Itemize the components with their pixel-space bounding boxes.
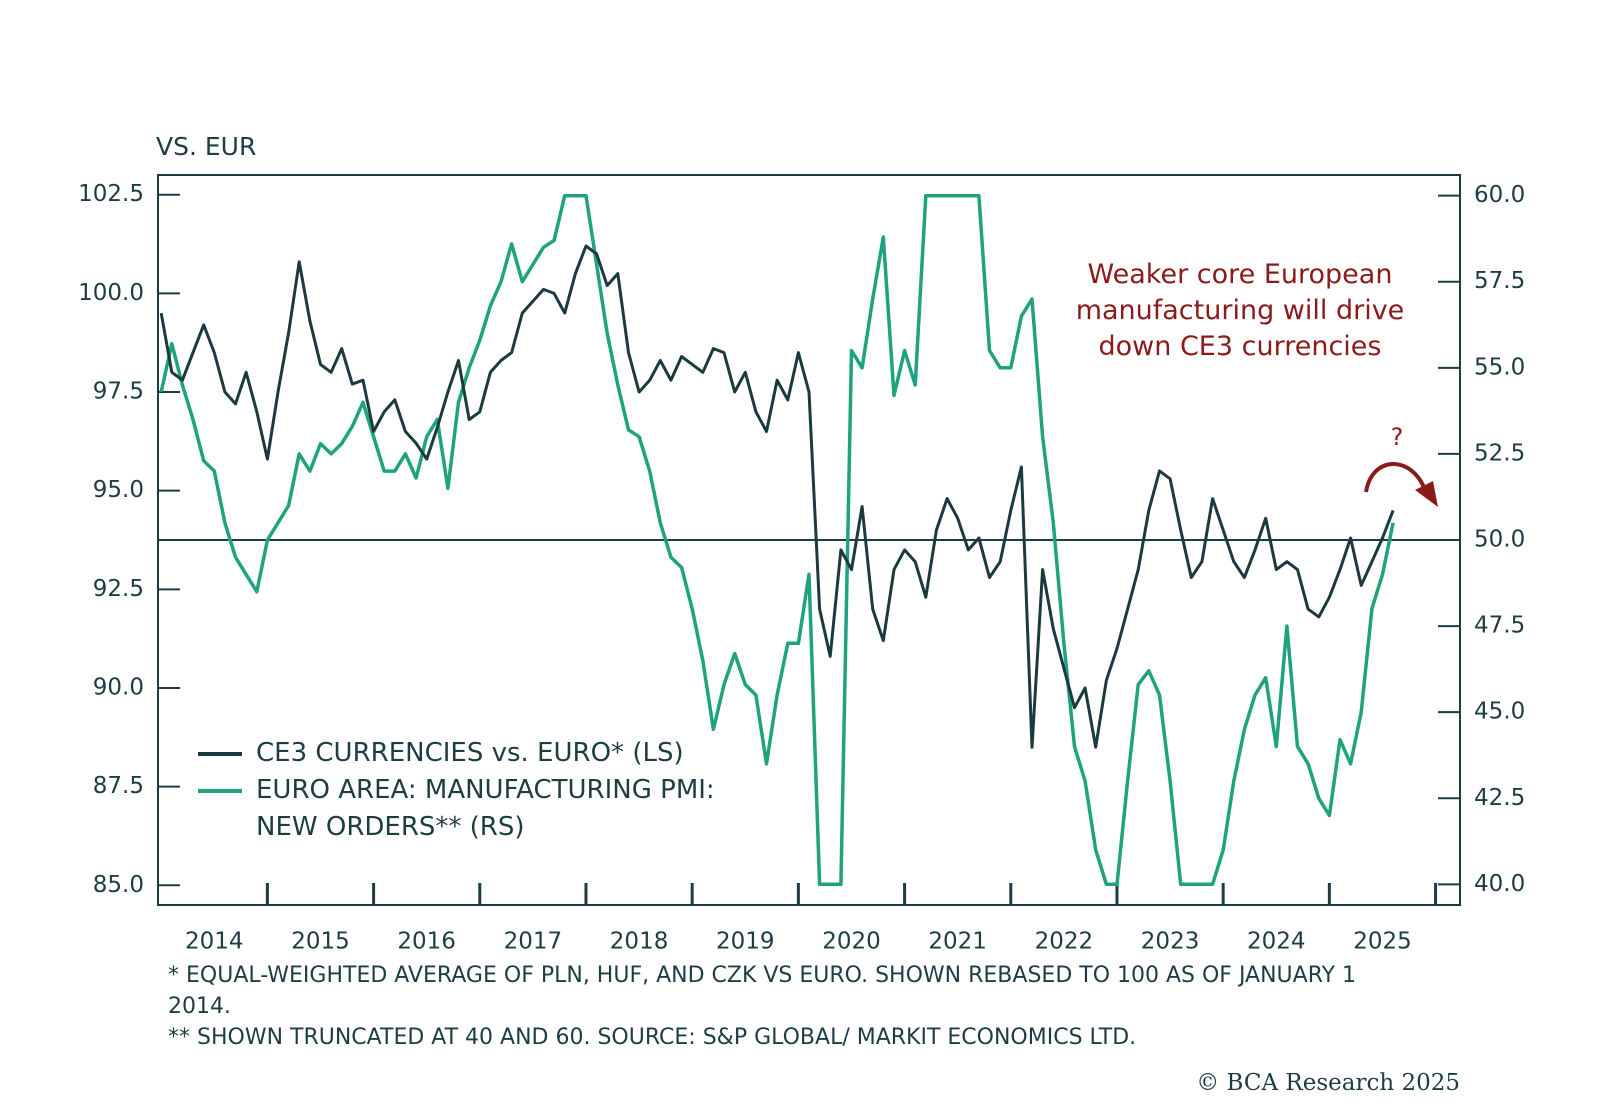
x-tick-label: 2024 bbox=[1247, 929, 1306, 955]
x-tick-label: 2016 bbox=[397, 929, 456, 955]
y-tick-label: 85.0 bbox=[93, 872, 144, 898]
x-tick-label: 2015 bbox=[291, 929, 350, 955]
y-tick-label: 87.5 bbox=[93, 773, 144, 799]
series-line bbox=[159, 193, 1395, 887]
y2-tick-label: 42.5 bbox=[1474, 785, 1525, 811]
legend: CE3 CURRENCIES vs. EURO* (LS) EURO AREA: … bbox=[198, 735, 818, 846]
footnotes: * EQUAL-WEIGHTED AVERAGE OF PLN, HUF, AN… bbox=[168, 960, 1418, 1053]
x-tick-label: 2023 bbox=[1141, 929, 1200, 955]
y2-tick-label: 40.0 bbox=[1474, 871, 1525, 897]
y2-tick-label: 55.0 bbox=[1474, 354, 1525, 380]
arrow-annotation: ? bbox=[1364, 423, 1438, 507]
y2-tick-label: 45.0 bbox=[1474, 699, 1525, 725]
arrow-label: ? bbox=[1391, 423, 1404, 451]
y-tick-label: 90.0 bbox=[93, 674, 144, 700]
legend-swatch bbox=[198, 752, 242, 756]
x-tick-label: 2022 bbox=[1035, 929, 1094, 955]
x-tick-label: 2018 bbox=[610, 929, 669, 955]
y-tick-label: 95.0 bbox=[93, 477, 144, 503]
y2-tick-label: 60.0 bbox=[1474, 182, 1525, 208]
y2-tick-label: 57.5 bbox=[1474, 268, 1525, 294]
y-axis-label: VS. EUR bbox=[156, 132, 256, 161]
series-layer bbox=[159, 193, 1395, 887]
legend-item: CE3 CURRENCIES vs. EURO* (LS) bbox=[198, 735, 818, 772]
footnote: ** SHOWN TRUNCATED AT 40 AND 60. SOURCE:… bbox=[168, 1025, 1137, 1050]
annotation: Weaker core European manufacturing will … bbox=[1075, 259, 1405, 362]
legend-item: EURO AREA: MANUFACTURING PMI: NEW ORDERS… bbox=[198, 772, 818, 846]
x-tick-label: 2017 bbox=[504, 929, 563, 955]
arrow-curve bbox=[1364, 462, 1427, 493]
grid-layer: 85.0 87.5 90.0 92.5 95.0 97.5 100.0 102.5 40.0 42… bbox=[78, 181, 1525, 954]
y-tick-label: 100.0 bbox=[78, 280, 144, 306]
series-line bbox=[159, 244, 1395, 749]
x-tick-label: 2020 bbox=[822, 929, 881, 955]
legend-label: CE3 CURRENCIES vs. EURO* (LS) bbox=[256, 738, 684, 768]
y-tick-label: 102.5 bbox=[78, 181, 144, 207]
y2-tick-label: 52.5 bbox=[1474, 440, 1525, 466]
y2-tick-label: 47.5 bbox=[1474, 613, 1525, 639]
legend-label: EURO AREA: MANUFACTURING PMI: NEW ORDERS… bbox=[256, 775, 715, 842]
source-credit: © BCA Research 2025 bbox=[1196, 1070, 1460, 1096]
legend-swatch bbox=[198, 789, 242, 793]
x-tick-label: 2025 bbox=[1353, 929, 1412, 955]
footnote: * EQUAL-WEIGHTED AVERAGE OF PLN, HUF, AN… bbox=[168, 963, 1357, 1019]
y-tick-label: 97.5 bbox=[93, 379, 144, 405]
y2-tick-label: 50.0 bbox=[1474, 527, 1525, 553]
x-tick-label: 2021 bbox=[928, 929, 987, 955]
y-tick-label: 92.5 bbox=[93, 576, 144, 602]
x-tick-label: 2014 bbox=[185, 929, 244, 955]
arrow-head bbox=[1415, 481, 1438, 507]
x-tick-label: 2019 bbox=[716, 929, 775, 955]
